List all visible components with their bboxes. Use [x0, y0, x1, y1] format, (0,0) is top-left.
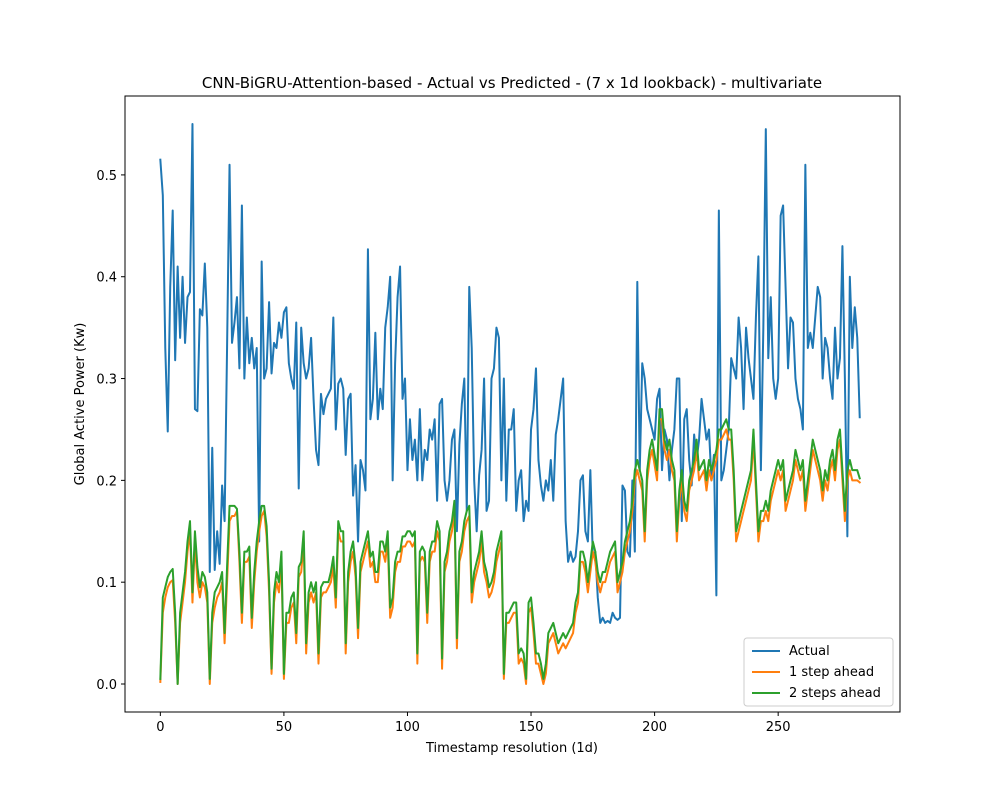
legend-entries: Actual 1 step ahead 2 steps ahead [752, 644, 881, 701]
x-axis: 0 50 100 150 200 250 [156, 712, 791, 735]
x-tick-label: 150 [519, 720, 544, 735]
legend-label: 2 steps ahead [789, 686, 881, 701]
series-line-2 [159, 418, 862, 685]
y-axis-label: Global Active Power (Kw) [73, 323, 88, 486]
plot-area [124, 95, 901, 713]
y-tick-label: 0.2 [96, 474, 117, 489]
series-line-3 [159, 408, 861, 685]
x-tick-label: 0 [156, 720, 164, 735]
legend-label: Actual [789, 644, 830, 659]
y-tick-label: 0.5 [96, 169, 117, 184]
legend-label: 1 step ahead [789, 665, 874, 680]
chart-title: CNN-BiGRU-Attention-based - Actual vs Pr… [202, 74, 822, 92]
y-axis: 0.0 0.1 0.2 0.3 0.4 0.5 [96, 169, 125, 693]
x-axis-label: Timestamp resolution (1d) [425, 741, 598, 756]
plot-frame [124, 95, 901, 713]
x-tick-label: 250 [766, 720, 791, 735]
legend-box [743, 637, 894, 707]
x-tick-label: 100 [395, 720, 420, 735]
legend: Actual 1 step ahead 2 steps ahead [743, 637, 894, 707]
y-tick-label: 0.3 [96, 373, 117, 388]
y-tick-label: 0.1 [96, 576, 117, 591]
y-tick-label: 0.4 [96, 271, 117, 286]
series-layer [159, 123, 862, 685]
y-tick-label: 0.0 [96, 678, 117, 693]
series-line-1 [159, 123, 861, 624]
x-tick-label: 50 [276, 720, 293, 735]
x-tick-label: 200 [642, 720, 667, 735]
